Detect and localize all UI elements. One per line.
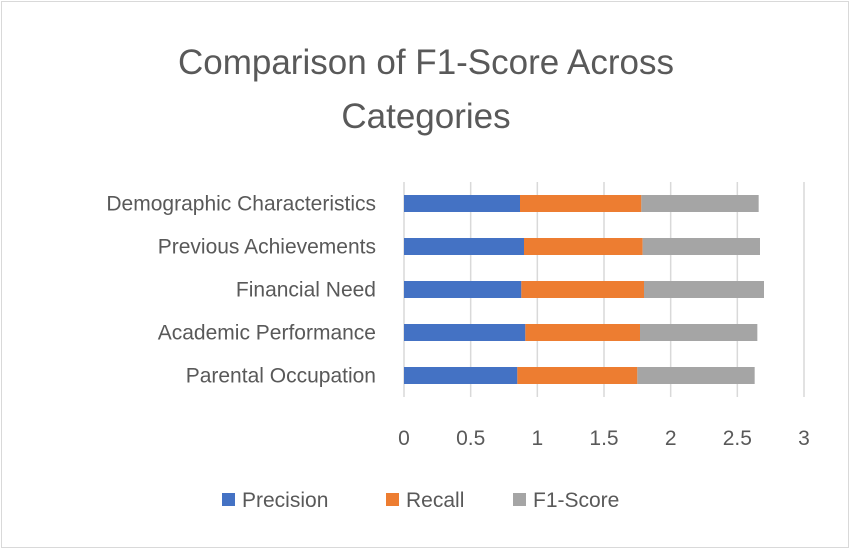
bar-recall-previous-achievements [524,238,643,255]
bar-precision-demographic-characteristics [404,195,520,212]
x-tick-label-1: 0.5 [456,427,485,450]
bar-f1-score-parental-occupation [637,367,755,384]
bars [404,195,764,384]
bar-recall-parental-occupation [517,367,638,384]
legend-label-f1-score: F1-Score [533,489,619,512]
bar-f1-score-academic-performance [640,324,758,341]
bar-recall-financial-need [521,281,644,298]
x-tick-label-3: 1.5 [589,427,618,450]
category-label-academic-performance: Academic Performance [158,322,376,345]
x-axis-ticks: 0 0.5 1 1.5 2 2.5 3 [398,427,810,450]
category-label-previous-achievements: Previous Achievements [158,236,376,259]
bar-recall-academic-performance [525,324,640,341]
chart-title: Comparison of F1-Score Across Categories [178,43,674,136]
legend: Precision Recall F1-Score [222,489,619,512]
legend-label-precision: Precision [242,489,328,512]
bar-f1-score-demographic-characteristics [641,195,759,212]
chart-title-line-2: Categories [341,97,510,136]
category-label-demographic-characteristics: Demographic Characteristics [106,193,376,216]
x-tick-label-4: 2 [665,427,677,450]
x-tick-label-2: 1 [531,427,543,450]
legend-label-recall: Recall [406,489,464,512]
category-label-financial-need: Financial Need [236,279,376,302]
legend-swatch-precision [222,493,235,506]
bar-precision-financial-need [404,281,522,298]
bar-recall-demographic-characteristics [520,195,642,212]
x-tick-label-5: 2.5 [723,427,752,450]
x-tick-label-0: 0 [398,427,410,450]
legend-swatch-f1-score [513,493,526,506]
bar-precision-academic-performance [404,324,526,341]
chart-title-line-1: Comparison of F1-Score Across [178,43,674,82]
category-labels: Parental Occupation Academic Performance F… [106,193,376,388]
bar-f1-score-previous-achievements [642,238,760,255]
legend-swatch-recall [386,493,399,506]
category-label-parental-occupation: Parental Occupation [186,365,376,388]
bar-f1-score-financial-need [644,281,764,298]
bar-precision-parental-occupation [404,367,518,384]
bar-precision-previous-achievements [404,238,524,255]
x-tick-label-6: 3 [798,427,810,450]
